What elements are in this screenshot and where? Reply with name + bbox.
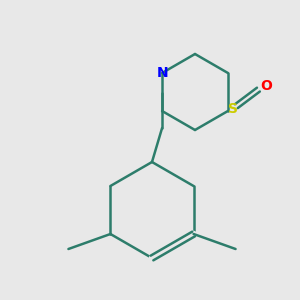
- Text: N: N: [156, 66, 168, 80]
- Text: O: O: [260, 79, 272, 93]
- Text: S: S: [228, 102, 238, 116]
